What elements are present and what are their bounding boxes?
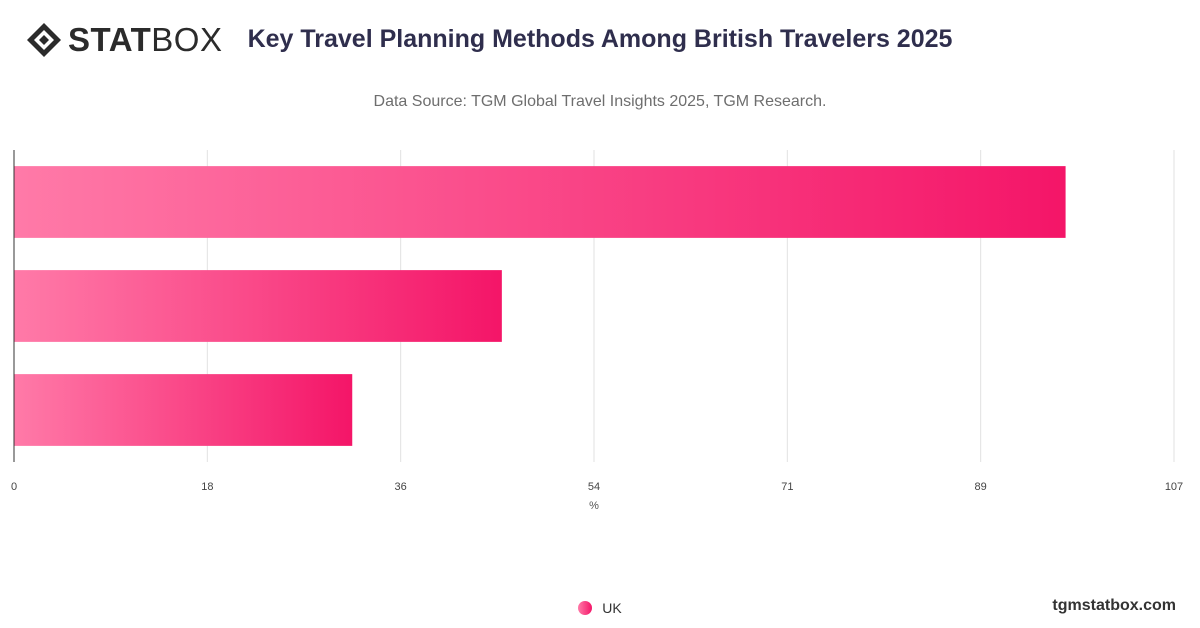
legend-label-uk[interactable]: UK: [602, 600, 622, 616]
bar-uk-3[interactable]: [14, 374, 353, 446]
x-tick-label: 71: [781, 481, 793, 493]
bar-chart: 0 18 36 54 71 89 107%: [11, 150, 1183, 512]
x-tick-label: 54: [588, 481, 600, 493]
x-tick-label: 107: [1165, 481, 1183, 493]
chart-legend: UK: [0, 600, 1200, 616]
chart-title: Key Travel Planning Methods Among Britis…: [247, 25, 953, 53]
x-axis-title: %: [589, 500, 599, 512]
x-tick-label: 18: [201, 481, 213, 493]
bar-uk-1[interactable]: [14, 166, 1066, 238]
bar-uk-2[interactable]: [14, 270, 502, 342]
logo-wordmark: STATBOX: [68, 22, 222, 58]
brand-logo: STATBOX: [26, 22, 222, 58]
logo-light-text: BOX: [151, 21, 223, 58]
site-url[interactable]: tgmstatbox.com: [1052, 597, 1176, 614]
legend-marker: [578, 601, 593, 615]
x-tick-label: 0: [11, 481, 17, 493]
logo-bold-text: STAT: [68, 21, 152, 58]
statbox-logo-icon: [27, 23, 61, 57]
chart-subtitle: Data Source: TGM Global Travel Insights …: [373, 93, 827, 110]
x-tick-label: 89: [975, 481, 987, 493]
x-tick-label: 36: [395, 481, 407, 493]
